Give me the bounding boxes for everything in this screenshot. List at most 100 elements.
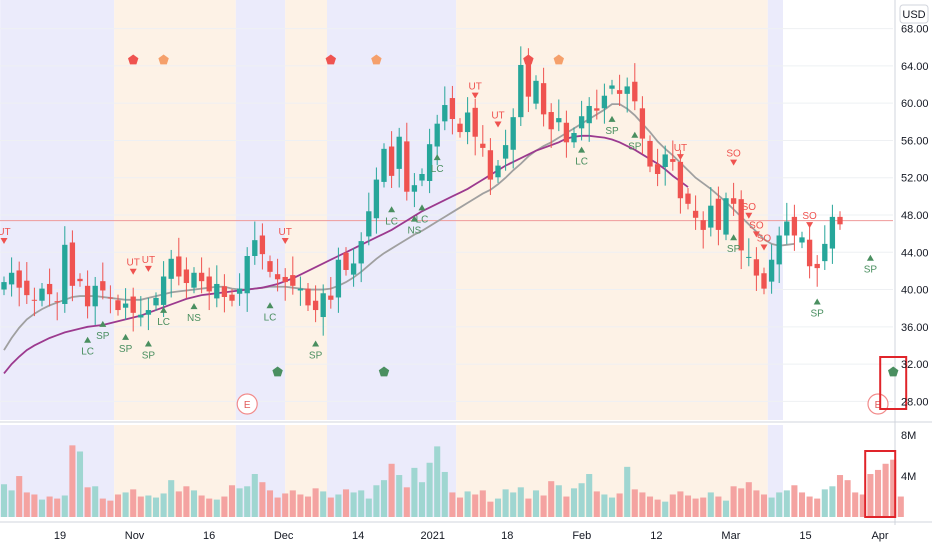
volume-bar [783, 490, 790, 517]
candle-body [84, 285, 91, 307]
candle-body [700, 220, 706, 230]
signal-arrow-up [266, 302, 274, 309]
signal-label-down: SO [742, 202, 757, 213]
candle-body [434, 123, 440, 147]
time-tick-label: 2021 [420, 530, 444, 542]
volume-bar [859, 494, 866, 517]
candle-body [62, 244, 68, 304]
volume-bar [380, 480, 388, 517]
signal-label-up: SP [605, 126, 619, 137]
candle-body [274, 274, 281, 280]
volume-tick-label: 4M [901, 471, 916, 483]
price-axis[interactable]: 28.00 32.00 36.00 40.00 44.00 48.00 52.00 56.00… [899, 4, 929, 483]
candle-body [708, 205, 714, 228]
volume-bar [206, 498, 213, 517]
volume-bar [152, 497, 160, 517]
time-axis[interactable]: 19 Nov 16 Dec 14 2021 18 Feb 12 Mar 15 Apr [54, 530, 889, 542]
volume-bar [358, 490, 365, 517]
signal-arrow-up [144, 340, 152, 347]
candle-body [692, 210, 699, 218]
signal-label-down: SO [749, 220, 764, 231]
volume-bar [776, 492, 783, 517]
candle-body [122, 303, 129, 308]
price-tick-label: 48.00 [901, 210, 929, 222]
candle-body [518, 64, 524, 118]
candle-body [153, 297, 159, 306]
candle-body [1, 282, 7, 290]
volume-bar [335, 494, 342, 517]
volume-bar [874, 469, 882, 517]
volume-bar [601, 494, 608, 517]
signal-label-down: UT [674, 143, 687, 154]
candle-body [54, 301, 60, 303]
earnings-label: E [875, 400, 882, 411]
pentagon-marker [128, 54, 139, 65]
candle-body [282, 276, 288, 283]
candle-body [290, 275, 296, 286]
candle-body [784, 221, 790, 236]
volume-bar [122, 492, 129, 517]
candle-body [670, 159, 676, 162]
volume-bar [175, 491, 182, 517]
candle-body [388, 146, 395, 176]
pentagon-marker [272, 366, 283, 377]
candle-body [510, 117, 516, 150]
earnings-marker [236, 393, 258, 415]
candle-body [723, 198, 729, 235]
candle-body [753, 259, 760, 276]
volume-bar [449, 492, 456, 517]
volume-bar [768, 497, 775, 517]
price-tick-label: 32.00 [901, 359, 929, 371]
signal-label-up: SP [864, 265, 878, 276]
signal-arrow-up [578, 146, 586, 153]
candle-body [533, 80, 539, 104]
signal-label-up: SP [628, 142, 642, 153]
volume-bar [502, 489, 509, 517]
time-tick-label: 19 [54, 530, 66, 542]
price-tick-label: 56.00 [901, 135, 929, 147]
signal-label-up: NS [407, 226, 421, 237]
signal-arrow-down [806, 222, 814, 229]
candle-body [312, 300, 319, 311]
signal-label-down: SO [757, 233, 772, 244]
volume-bar [350, 492, 357, 517]
signal-label-up: LC [431, 164, 444, 175]
volume-bar [373, 485, 380, 517]
price-candles [1, 46, 843, 336]
signal-arrow-up [388, 206, 396, 213]
price-tick-label: 68.00 [901, 24, 929, 36]
candle-body [366, 211, 372, 237]
price-tick-label: 52.00 [901, 173, 929, 185]
earnings-label: E [244, 400, 251, 411]
pentagon-marker [158, 54, 169, 65]
volume-bar [890, 459, 897, 517]
volume-bar [342, 489, 350, 517]
volume-bar [806, 496, 813, 517]
volume-bar [130, 489, 137, 517]
session-band [285, 0, 327, 420]
volume-bar [38, 499, 46, 517]
volume-bar [631, 489, 638, 517]
candle-body [654, 164, 661, 174]
candle-body [487, 150, 494, 180]
price-tick-label: 40.00 [901, 285, 929, 297]
volume-bar [464, 491, 471, 517]
signal-arrow-down [129, 268, 137, 275]
volume-bar [69, 445, 76, 517]
candle-body [632, 81, 638, 102]
candle-body [221, 286, 228, 297]
volume-bar [99, 498, 106, 517]
signal-arrow-down [745, 212, 753, 219]
signal-arrow-up [410, 215, 418, 222]
volume-bar [107, 500, 114, 517]
candle-body [563, 122, 570, 143]
candle-body [639, 108, 646, 139]
volume-bar [418, 482, 426, 517]
volume-bar [700, 497, 707, 517]
candle-body [107, 297, 114, 299]
time-tick-label: Nov [125, 530, 145, 542]
volume-bar [540, 495, 547, 517]
candle-body [320, 293, 326, 318]
candle-body [350, 263, 357, 275]
